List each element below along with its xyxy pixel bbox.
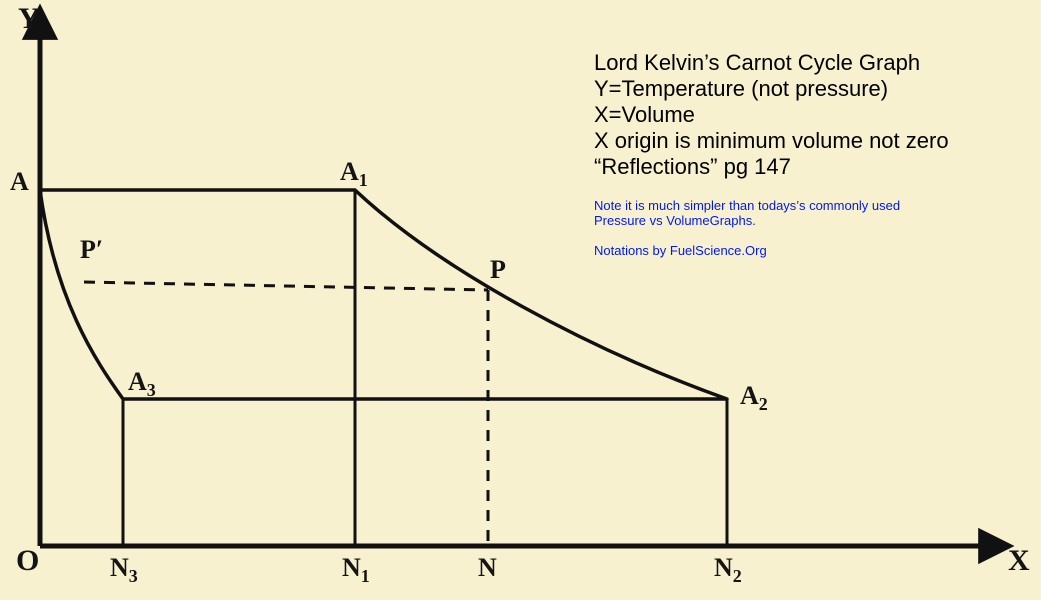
label-n: N bbox=[478, 553, 497, 582]
label-p: P bbox=[490, 255, 506, 284]
axis-label-x: X bbox=[1008, 544, 1030, 577]
label-a: A bbox=[10, 167, 29, 196]
axis-label-y: Y bbox=[18, 2, 40, 35]
origin-label-o: O bbox=[16, 544, 39, 577]
carnot-diagram: YXOAA1PP′A2A3N3N1NN2Lord Kelvin’s Carnot… bbox=[0, 0, 1041, 600]
label-p-prime: P′ bbox=[80, 235, 103, 264]
